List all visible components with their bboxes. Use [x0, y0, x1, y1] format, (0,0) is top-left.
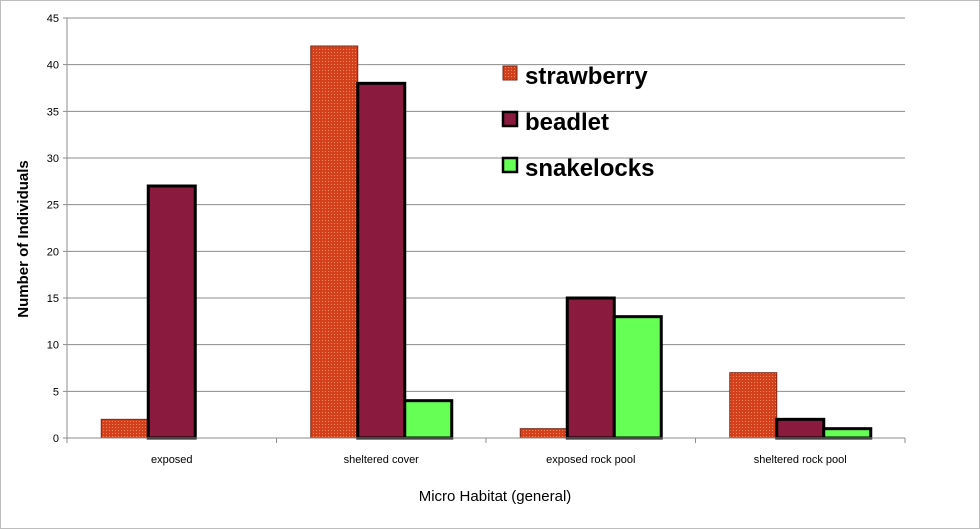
x-tick-labels: exposed sheltered cover exposed rock pool s… — [151, 454, 847, 466]
y-tick-label: 40 — [47, 60, 59, 72]
legend-label-beadlet: beadlet — [525, 109, 609, 136]
y-tick-label: 45 — [47, 13, 59, 25]
x-tick-label: sheltered rock pool — [754, 454, 847, 466]
y-tick-labels: 0 5 10 15 20 25 30 35 40 45 — [47, 13, 59, 445]
bar-strawberry-3 — [729, 372, 778, 439]
bar-snakelocks-1 — [403, 399, 454, 440]
y-axis-label: Number of Individuals — [15, 160, 32, 318]
legend-label-strawberry: strawberry — [525, 63, 648, 90]
legend-swatch-beadlet — [501, 110, 519, 128]
x-tick-label: sheltered cover — [344, 454, 420, 466]
legend-swatch-snakelocks — [501, 156, 519, 174]
y-tick-label: 5 — [53, 386, 59, 398]
y-tick-label: 25 — [47, 200, 59, 212]
bar-beadlet-1 — [356, 81, 407, 440]
bar-snakelocks-2 — [612, 315, 663, 440]
bar-strawberry-0 — [100, 418, 149, 439]
y-tick-label: 35 — [47, 106, 59, 118]
x-tick-label: exposed — [151, 454, 193, 466]
x-axis — [66, 437, 906, 443]
gridlines — [63, 17, 905, 439]
y-tick-label: 10 — [47, 340, 59, 352]
legend: strawberry beadlet snakelocks — [501, 63, 654, 182]
legend-label-snakelocks: snakelocks — [525, 155, 654, 182]
bar-strawberry-2 — [519, 428, 568, 439]
legend-swatch-strawberry — [502, 65, 518, 81]
bar-beadlet-0 — [146, 184, 197, 440]
bar-strawberry-1 — [310, 45, 359, 439]
bar-beadlet-3 — [775, 417, 826, 440]
bar-beadlet-2 — [565, 296, 616, 440]
x-axis-label: Micro Habitat (general) — [419, 488, 572, 505]
bar-snakelocks-3 — [822, 427, 873, 440]
y-tick-label: 15 — [47, 293, 59, 305]
y-tick-label: 20 — [47, 246, 59, 258]
x-tick-label: exposed rock pool — [546, 454, 635, 466]
y-tick-label: 30 — [47, 153, 59, 165]
y-tick-label: 0 — [53, 433, 59, 445]
bars — [100, 45, 873, 440]
